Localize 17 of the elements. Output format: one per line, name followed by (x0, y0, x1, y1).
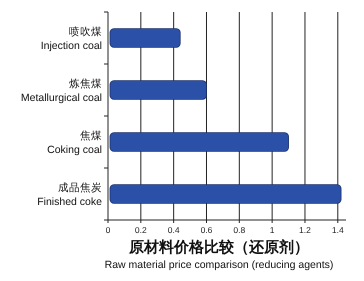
x-tick-label: 0 (106, 225, 111, 235)
x-tick-label: 1.2 (299, 225, 312, 235)
x-tick-label: 0.6 (200, 225, 213, 235)
x-tick-label: 0.2 (134, 225, 147, 235)
bar (110, 28, 181, 48)
x-axis-title: 原材料价格比较（还原剂） Raw material price comparison (reducing agents) (104, 238, 334, 271)
x-tick-label: 1 (270, 225, 275, 235)
bar (110, 184, 342, 204)
y-tick-label: 焦煤 Coking coal (47, 130, 102, 156)
x-tick-label: 1.4 (332, 225, 344, 235)
x-tick-label: 0.4 (168, 225, 180, 235)
x-tick-label: 0.8 (233, 225, 246, 235)
bar (110, 132, 289, 152)
y-tick-label: 成品焦炭 Finished coke (37, 181, 102, 208)
y-tick-label: 喷吹煤 Injection coal (40, 25, 102, 52)
y-tick-label: 炼焦煤 Metallurgical coal (20, 78, 102, 104)
bar (110, 80, 207, 100)
